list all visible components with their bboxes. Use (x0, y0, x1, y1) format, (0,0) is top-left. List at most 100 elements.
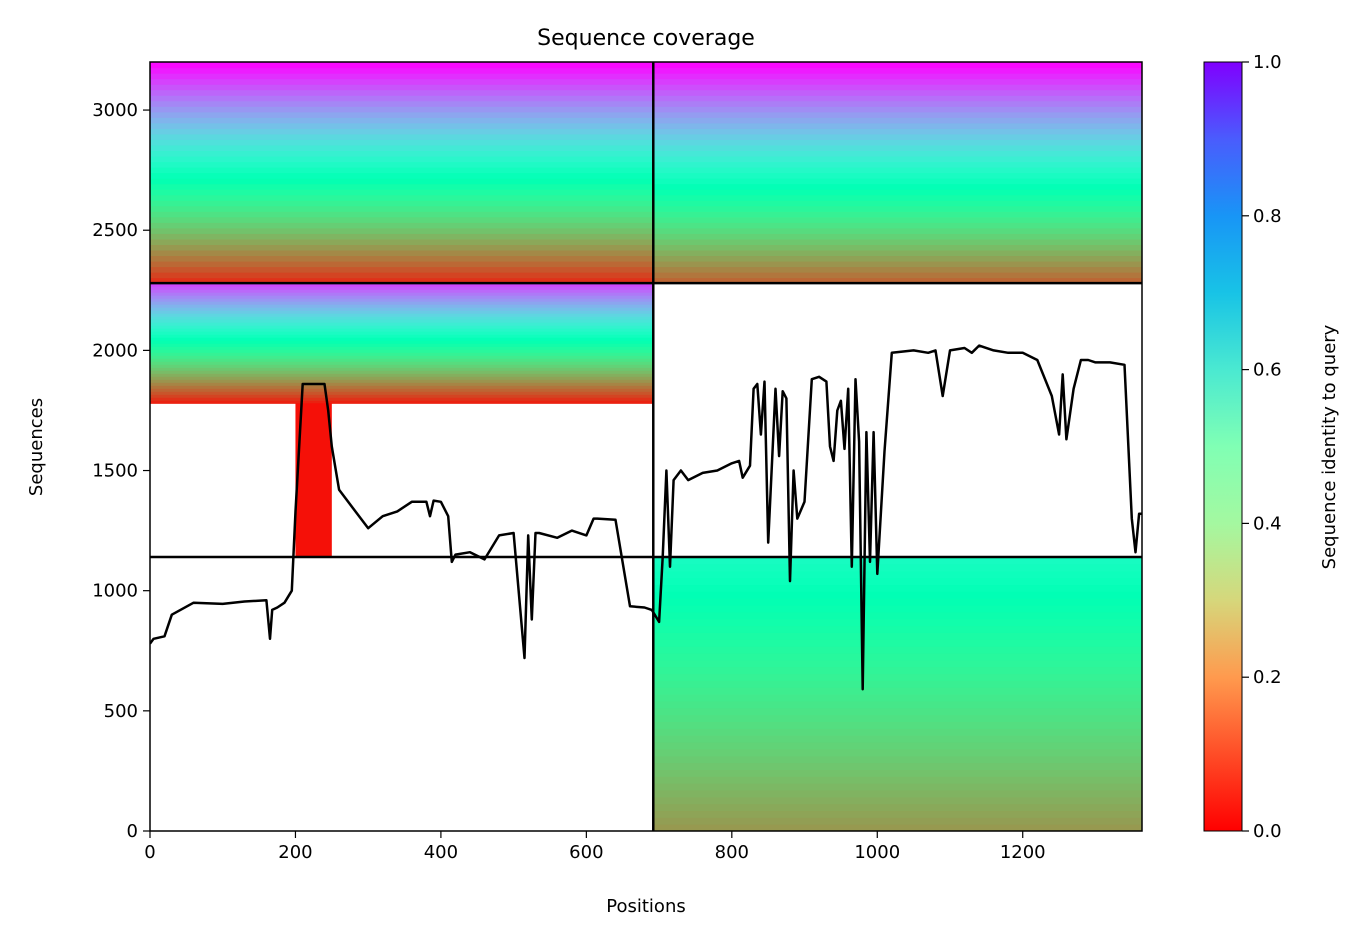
heatmap-band (653, 783, 1142, 791)
heatmap-band (150, 194, 654, 201)
heatmap-band (150, 394, 654, 398)
x-tick-label: 0 (144, 842, 155, 863)
heatmap-band (653, 95, 1142, 102)
heatmap-band (653, 776, 1142, 784)
heatmap-band (150, 367, 654, 371)
heatmap-band (653, 748, 1142, 757)
colorbar-tick-label: 0.8 (1253, 206, 1282, 227)
heatmap-band (150, 73, 654, 80)
heatmap-band (653, 625, 1142, 633)
heatmap-band (150, 67, 654, 74)
heatmap-band (150, 128, 654, 135)
heatmap-band (653, 810, 1142, 818)
heatmap-band (150, 89, 654, 96)
heatmap-band (653, 570, 1142, 579)
heatmap-band (653, 611, 1142, 620)
heatmap-band (150, 155, 654, 163)
plot-frame (149, 61, 1143, 832)
heatmap-band (150, 117, 654, 124)
heatmap-band (150, 100, 654, 107)
heatmap-band (150, 313, 654, 317)
heatmap-band (150, 307, 654, 311)
heatmap-band (150, 346, 654, 350)
heatmap-band (653, 222, 1142, 229)
heatmap-band (150, 238, 654, 245)
heatmap-band (653, 249, 1142, 257)
block-separators (150, 62, 1142, 831)
heatmap-band (150, 205, 654, 212)
heatmap-band (150, 298, 654, 302)
colorbar-tick-label: 0.0 (1253, 821, 1282, 842)
heatmap-band (150, 325, 654, 329)
heatmap-band (150, 167, 654, 174)
heatmap-band (150, 337, 654, 341)
y-tick-label: 500 (104, 701, 138, 722)
heatmap-band (150, 255, 654, 262)
heatmap-band (150, 388, 654, 392)
heatmap-band (653, 100, 1142, 107)
x-tick-label: 200 (278, 842, 312, 863)
colorbar-label: Sequence identity to query (1319, 324, 1340, 569)
heatmap-band (653, 728, 1142, 736)
heatmap-band (150, 355, 654, 359)
heatmap-band (150, 310, 654, 314)
heatmap-band (150, 211, 654, 218)
heatmap-band (653, 183, 1142, 190)
colorbar-ticks: 0.0 0.2 0.4 0.6 0.8 1.0 (1242, 52, 1282, 842)
heatmap-band (653, 144, 1142, 152)
heatmap-band (150, 122, 654, 129)
heatmap-band (150, 139, 654, 146)
heatmap-band (150, 106, 654, 113)
heatmap-band (653, 618, 1142, 627)
heatmap-band (150, 304, 654, 308)
y-tick-label: 1500 (92, 461, 138, 482)
heatmap-band (150, 361, 654, 365)
heatmap-band (653, 817, 1142, 825)
x-tick-label: 800 (715, 842, 749, 863)
heatmap-band (653, 172, 1142, 179)
heatmap-band (150, 189, 654, 196)
heatmap-band (653, 106, 1142, 113)
y-tick-label: 2500 (92, 220, 138, 241)
heatmap-band (150, 62, 654, 69)
heatmap-band (150, 295, 654, 299)
coverage-line-layer (150, 344, 1142, 691)
coverage-line (150, 344, 1142, 691)
colorbar-tick-label: 1.0 (1253, 52, 1282, 73)
heatmap-band (150, 343, 654, 347)
heatmap-band (150, 382, 654, 386)
heatmap-band (653, 604, 1142, 613)
chart-title: Sequence coverage (537, 26, 755, 51)
heatmap-band (653, 139, 1142, 146)
heatmap-band (653, 639, 1142, 647)
heatmap-band (150, 292, 654, 296)
y-tick-label: 2000 (92, 340, 138, 361)
heatmap-band (653, 233, 1142, 240)
colorbar-tick-label: 0.2 (1253, 667, 1282, 688)
heatmap-band (150, 331, 654, 335)
heatmap-band (653, 700, 1142, 709)
heatmap-band (653, 155, 1142, 163)
heatmap-band (653, 796, 1142, 805)
heatmap-band (653, 762, 1142, 770)
heatmap-band (150, 358, 654, 362)
heatmap-band (150, 316, 654, 320)
heatmap-band (150, 272, 654, 279)
heatmap-band (653, 73, 1142, 80)
x-tick-label: 600 (569, 842, 603, 863)
heatmap-band (653, 167, 1142, 174)
heatmap-band (653, 128, 1142, 135)
x-tick-label: 400 (424, 842, 458, 863)
heatmap-band (653, 260, 1142, 268)
heatmap-band (653, 652, 1142, 661)
heatmap-band (150, 133, 654, 140)
colorbar-tick-label: 0.4 (1253, 513, 1282, 534)
coverage-heatmap (150, 62, 1142, 831)
heatmap-band (653, 277, 1142, 284)
heatmap-band (150, 328, 654, 332)
heatmap-band (653, 803, 1142, 812)
heatmap-band (653, 741, 1142, 750)
heatmap-band (653, 244, 1142, 251)
heatmap-band (150, 397, 654, 401)
heatmap-band (653, 238, 1142, 245)
